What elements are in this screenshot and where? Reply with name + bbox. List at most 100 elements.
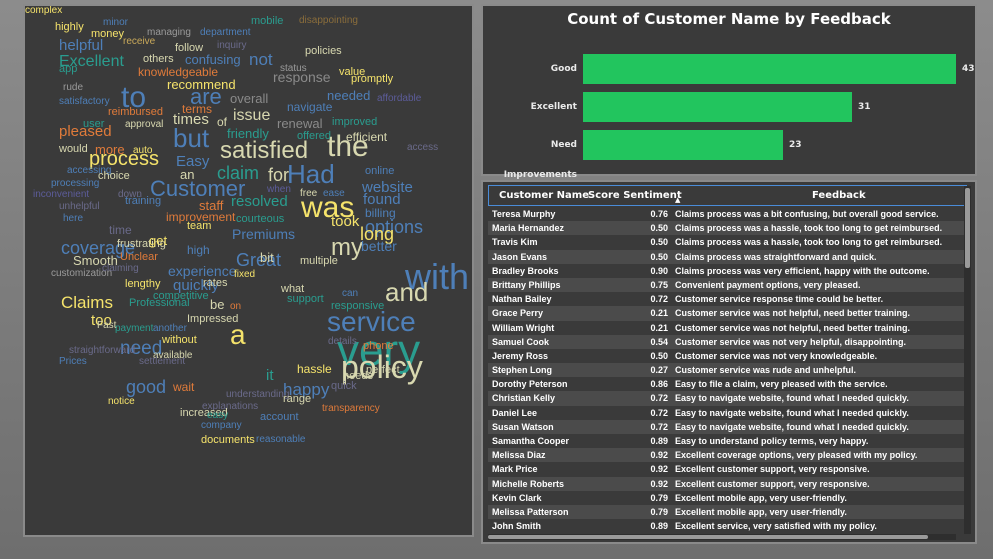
table-cell-feedback: Claims process was a hassle, took too lo… [675, 237, 943, 248]
table-row[interactable]: Melissa Patterson 0.79 Excellent mobile ap… [488, 504, 964, 520]
word-cloud-word: options [365, 217, 424, 237]
table-cell-score-sentiment: 0.92 [650, 478, 668, 489]
word-cloud-word: highly [55, 21, 84, 33]
table-row[interactable]: Maria Hernandez 0.50 Claims process was a … [488, 221, 964, 236]
word-cloud-word: overall [230, 91, 269, 106]
horizontal-scrollbar-thumb[interactable] [488, 535, 928, 539]
word-cloud-word: for [268, 165, 290, 185]
word-cloud-word: my [331, 234, 363, 261]
bar-row[interactable]: Good 43 [483, 54, 975, 84]
table-cell-score-sentiment: 0.72 [650, 393, 668, 404]
table-row[interactable]: Daniel Lee 0.72 Easy to navigate website, … [488, 405, 964, 420]
table-cell-customer-name: Travis Kim [492, 237, 538, 248]
word-cloud-word: not [249, 50, 273, 69]
word-cloud-word: without [162, 334, 197, 346]
vertical-scrollbar[interactable] [964, 186, 971, 534]
word-cloud-word: would [59, 143, 88, 155]
word-cloud-word: Premiums [232, 226, 296, 242]
table-cell-feedback: Claims process was a bit confusing, but … [675, 209, 939, 219]
word-cloud-word: policies [305, 45, 342, 57]
bar-category-label: Need Improvements [503, 140, 577, 180]
table-row[interactable]: Grace Perry 0.21 Customer service was not … [488, 306, 964, 321]
column-header-customer-name[interactable]: Customer Name [499, 190, 589, 201]
table-cell-score-sentiment: 0.27 [650, 365, 668, 376]
table-row[interactable]: Jason Evans 0.50 Claims process was straig… [488, 249, 964, 264]
table-row[interactable]: Bradley Brooks 0.90 Claims process was ver… [488, 263, 964, 278]
table-row[interactable]: Christian Kelly 0.72 Easy to navigate webs… [488, 391, 964, 406]
table-cell-score-sentiment: 0.50 [650, 350, 668, 361]
word-cloud-word: very [337, 326, 421, 375]
word-cloud-word: offered [297, 130, 332, 142]
table-cell-feedback: Claims process was straightforward and q… [675, 251, 877, 262]
table-cell-score-sentiment: 0.50 [650, 223, 668, 234]
table-row[interactable]: Kevin Clark 0.79 Excellent mobile app, ver… [488, 490, 964, 505]
bar[interactable] [583, 92, 852, 122]
table-cell-customer-name: Melissa Diaz [492, 450, 546, 461]
word-cloud-word: increased [180, 407, 228, 419]
column-header-feedback[interactable]: Feedback [812, 190, 866, 201]
table-row[interactable]: Michelle Roberts 0.92 Excellent customer s… [488, 476, 964, 491]
table-cell-customer-name: Samuel Cook [492, 336, 550, 347]
word-cloud-word: down [118, 189, 142, 200]
bar[interactable] [583, 54, 956, 84]
table-cell-score-sentiment: 0.21 [650, 322, 668, 333]
table-row[interactable]: Dorothy Peterson 0.86 Easy to file a claim… [488, 377, 964, 392]
table-row[interactable]: Samantha Cooper 0.89 Easy to understand po… [488, 434, 964, 449]
word-cloud-word: get [149, 233, 168, 248]
word-cloud-word: user [83, 118, 105, 130]
word-cloud: highly minor mobile disappointing money manag… [25, 6, 472, 535]
word-cloud-word: payment [115, 323, 154, 334]
table-cell-feedback: Easy to file a claim, very pleased with … [675, 379, 888, 390]
word-cloud-word: status [280, 63, 307, 74]
word-cloud-word: confusing [185, 52, 241, 67]
table-row[interactable]: Stephen Long 0.27 Customer service was rud… [488, 363, 964, 378]
table-row[interactable]: Nathan Bailey 0.72 Customer service respon… [488, 292, 964, 307]
word-cloud-word: billing [365, 206, 396, 220]
bar[interactable] [583, 130, 783, 160]
word-cloud-word: Easy [176, 153, 210, 170]
word-cloud-word: Smooth [73, 253, 118, 268]
table-cell-score-sentiment: 0.50 [650, 251, 668, 262]
vertical-scrollbar-thumb[interactable] [965, 188, 970, 268]
word-cloud-word: Excellent [59, 53, 124, 70]
table-row[interactable]: William Wright 0.21 Customer service was n… [488, 320, 964, 335]
word-cloud-word: perfect [366, 364, 400, 376]
word-cloud-word: courteous [236, 213, 285, 225]
word-cloud-word: when [267, 184, 291, 195]
bar-data-label: 43 [962, 64, 975, 74]
table-cell-score-sentiment: 0.50 [650, 237, 668, 248]
table-row[interactable]: Melissa Diaz 0.92 Excellent coverage optio… [488, 448, 964, 463]
word-cloud-word: are [190, 84, 222, 109]
word-cloud-word: easy [207, 410, 229, 421]
bar-row[interactable]: Need Improvements 23 [483, 130, 975, 180]
table-row[interactable]: Jeremy Ross 0.50 Customer service was not … [488, 348, 964, 364]
word-cloud-word: was [301, 191, 355, 224]
word-cloud-word: helpful [59, 37, 104, 54]
word-cloud-word: complex [25, 6, 63, 16]
horizontal-scrollbar[interactable] [488, 534, 956, 540]
table-row[interactable]: Mark Price 0.92 Excellent customer support… [488, 462, 964, 477]
word-cloud-word: access [407, 142, 439, 153]
column-header-score-sentiment[interactable]: Score Sentiment [588, 190, 682, 201]
table-cell-customer-name: Mark Price [492, 464, 538, 475]
table-cell-score-sentiment: 0.92 [650, 450, 668, 461]
word-cloud-word: good [126, 377, 167, 397]
table-cell-customer-name: Stephen Long [492, 365, 552, 376]
word-cloud-word: happy [283, 380, 330, 399]
word-cloud-word: processing [51, 178, 100, 189]
table-cell-feedback: Convenient payment options, very pleased… [675, 279, 861, 290]
table-row[interactable]: John Smith 0.89 Excellent service, very sa… [488, 519, 964, 534]
word-cloud-word: mobile [251, 15, 284, 27]
table-body: Teresa Murphy 0.76 Claims process was a bi… [488, 207, 964, 536]
table-row[interactable]: Brittany Phillips 0.75 Convenient payment … [488, 277, 964, 293]
bar-row[interactable]: Excellent 31 [483, 92, 975, 122]
table-cell-score-sentiment: 0.79 [650, 492, 668, 503]
table-row[interactable]: Samuel Cook 0.54 Customer service was not … [488, 334, 964, 349]
table-cell-feedback: Easy to understand policy terms, very ha… [675, 436, 869, 446]
sort-ascending-icon[interactable]: ▲ [675, 196, 681, 204]
table-row[interactable]: Travis Kim 0.50 Claims process was a hassl… [488, 235, 964, 250]
word-cloud-word: multiple [300, 255, 338, 267]
word-cloud-word: time [109, 223, 132, 237]
table-row[interactable]: Susan Watson 0.72 Easy to navigate website… [488, 419, 964, 434]
table-row[interactable]: Teresa Murphy 0.76 Claims process was a bi… [488, 207, 964, 222]
